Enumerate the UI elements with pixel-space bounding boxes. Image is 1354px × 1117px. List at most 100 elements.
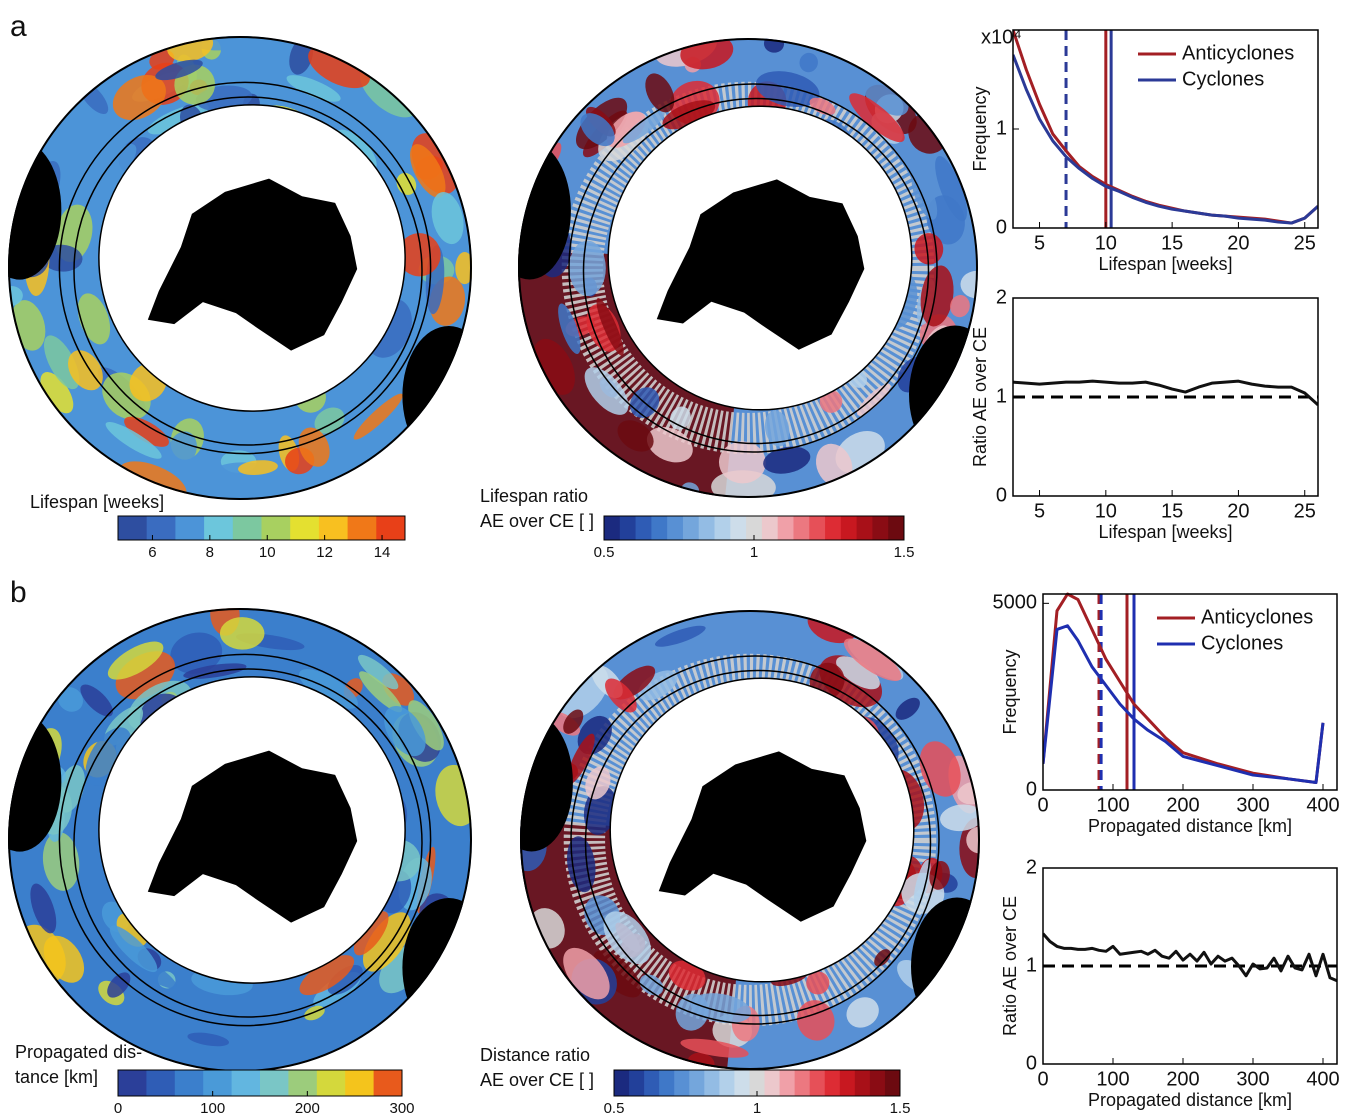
colorbar-tick-label: 0.5 xyxy=(604,1100,625,1117)
colorbar-bin xyxy=(288,1070,317,1096)
x-tick-label: 20 xyxy=(1227,500,1249,522)
land xyxy=(490,714,573,852)
colorbar-bin xyxy=(689,1070,705,1096)
x-tick-label: 5 xyxy=(1034,232,1045,254)
colorbar-bin xyxy=(699,516,715,540)
x-axis-label: Propagated distance [km] xyxy=(1088,1090,1292,1110)
land xyxy=(344,24,460,70)
x-tick-label: 10 xyxy=(1095,232,1117,254)
colorbar-bin xyxy=(376,516,405,540)
colorbar-tick-label: 100 xyxy=(200,1100,225,1117)
colorbar-bin xyxy=(793,516,809,540)
map-patch xyxy=(569,241,606,296)
colorbar-tick-label: 1.5 xyxy=(894,544,915,561)
colorbar-label: AE over CE [ ] xyxy=(480,511,594,531)
y-tick-label: 1 xyxy=(996,117,1007,139)
colorbar-tick-label: 8 xyxy=(206,544,214,561)
panel-label: a xyxy=(10,10,27,43)
map xyxy=(0,24,495,510)
line-chart: 0 100 200 300 400 0 5000 Propagated distance [k… xyxy=(993,592,1340,836)
colorbar-label: tance [km] xyxy=(15,1067,98,1087)
colorbar-bin xyxy=(762,516,778,540)
colorbar-bin xyxy=(260,1070,289,1096)
map xyxy=(490,599,1003,1076)
x-tick-label: 300 xyxy=(1236,794,1269,816)
colorbar-bin xyxy=(636,516,652,540)
line-chart: 0100200300400012Propagated distance [km]… xyxy=(1000,856,1340,1109)
colorbar-tick-label: 200 xyxy=(295,1100,320,1117)
x-tick-label: 200 xyxy=(1166,794,1199,816)
colorbar-bin xyxy=(644,1070,660,1096)
colorbar-bin xyxy=(719,1070,735,1096)
x-axis-label: Lifespan [weeks] xyxy=(1098,522,1232,542)
colorbar-bin xyxy=(778,516,794,540)
colorbar-label: Distance ratio xyxy=(480,1045,590,1065)
colorbar-label: Lifespan [weeks] xyxy=(30,492,164,512)
land xyxy=(852,27,967,73)
map xyxy=(488,23,1001,504)
colorbar-bin xyxy=(175,1070,204,1096)
y-tick-label: 5000 xyxy=(993,592,1038,614)
x-tick-label: 100 xyxy=(1096,794,1129,816)
colorbar-bin xyxy=(667,516,683,540)
land xyxy=(854,599,969,645)
colorbar-bin xyxy=(118,516,147,540)
colorbar-bin xyxy=(885,1070,901,1096)
x-tick-label: 25 xyxy=(1294,500,1316,522)
x-tick-label: 15 xyxy=(1161,232,1183,254)
colorbar-bin xyxy=(870,1070,886,1096)
colorbar-label: Lifespan ratio xyxy=(480,486,588,506)
series-line xyxy=(1043,934,1337,981)
x-tick-label: 10 xyxy=(1095,500,1117,522)
x-tick-label: 100 xyxy=(1096,1068,1129,1090)
land xyxy=(911,898,1003,1036)
y-axis-label: Ratio AE over CE xyxy=(970,327,990,467)
y-tick-label: 1 xyxy=(996,385,1007,407)
colorbar-bin xyxy=(651,516,667,540)
y-tick-label: 2 xyxy=(996,286,1007,308)
y-axis-label: Ratio AE over CE xyxy=(1000,896,1020,1036)
colorbar-tick-label: 12 xyxy=(316,544,333,561)
x-tick-label: 400 xyxy=(1306,1068,1339,1090)
panel-label: b xyxy=(10,576,27,609)
colorbar-bin xyxy=(809,516,825,540)
colorbar-bin xyxy=(825,1070,841,1096)
colorbar-bin xyxy=(825,516,841,540)
colorbar-bin xyxy=(855,1070,871,1096)
colorbar: 0.511.5Lifespan ratioAE over CE [ ] xyxy=(480,486,914,561)
land xyxy=(402,326,495,465)
page: a b 51015202501Lifespan [weeks]Frequency… xyxy=(0,0,1354,1117)
colorbar-bin xyxy=(730,516,746,540)
y-tick-label: 0 xyxy=(1026,1052,1037,1074)
colorbar-bin xyxy=(319,516,348,540)
x-tick-label: 400 xyxy=(1306,794,1339,816)
legend-label: Cyclones xyxy=(1182,68,1264,90)
x-tick-label: 200 xyxy=(1166,1068,1199,1090)
colorbar-bin xyxy=(604,516,620,540)
colorbar-tick-label: 1 xyxy=(753,1100,761,1117)
y-tick-label: 0 xyxy=(1026,778,1037,800)
colorbar-bin xyxy=(317,1070,346,1096)
colorbar-bin xyxy=(233,516,262,540)
colorbar-bin xyxy=(146,1070,175,1096)
colorbar-bin xyxy=(840,1070,856,1096)
x-tick-label: 0 xyxy=(1037,794,1048,816)
colorbar-bin xyxy=(888,516,904,540)
land xyxy=(402,898,495,1037)
colorbar-bin xyxy=(118,1070,147,1096)
y-tick-label: 2 xyxy=(1026,856,1037,878)
colorbar-tick-label: 14 xyxy=(374,544,391,561)
colorbar-bin xyxy=(629,1070,645,1096)
x-tick-label: 0 xyxy=(1037,1068,1048,1090)
colorbar-bin xyxy=(683,516,699,540)
legend-label: Cyclones xyxy=(1201,632,1283,654)
colorbar-bin xyxy=(614,1070,630,1096)
colorbar-tick-label: 1.5 xyxy=(890,1100,911,1117)
y-tick-label: 0 xyxy=(996,216,1007,238)
colorbar-tick-label: 6 xyxy=(148,544,156,561)
colorbar-tick-label: 10 xyxy=(259,544,276,561)
colorbar-bin xyxy=(715,516,731,540)
x-tick-label: 15 xyxy=(1161,500,1183,522)
x-axis-label: Propagated distance [km] xyxy=(1088,816,1292,836)
